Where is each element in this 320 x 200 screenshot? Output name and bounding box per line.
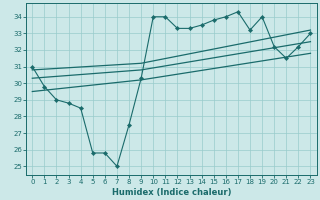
X-axis label: Humidex (Indice chaleur): Humidex (Indice chaleur) xyxy=(112,188,231,197)
